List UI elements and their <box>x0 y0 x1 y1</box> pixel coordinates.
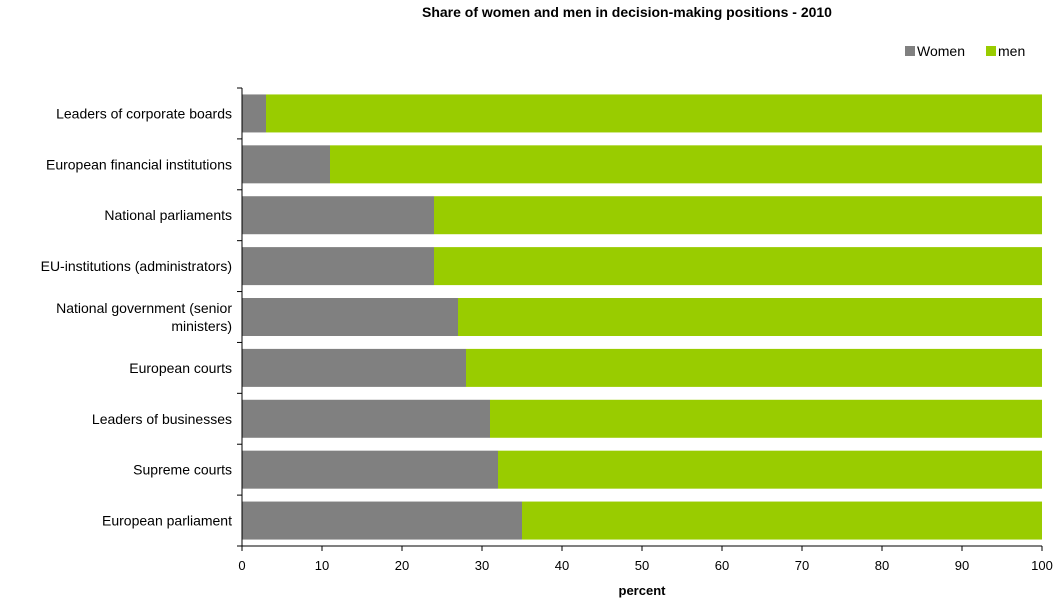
x-tick-label: 80 <box>875 558 889 573</box>
bar-women-3 <box>242 247 434 286</box>
x-tick-label: 10 <box>315 558 329 573</box>
bar-women-5 <box>242 348 466 387</box>
x-tick-label: 60 <box>715 558 729 573</box>
bar-men-5 <box>466 348 1042 387</box>
x-axis-title: percent <box>619 583 667 598</box>
category-label-line: European courts <box>129 360 232 376</box>
category-label-line: EU-institutions (administrators) <box>41 258 232 274</box>
x-tick-label: 20 <box>395 558 409 573</box>
bar-men-1 <box>330 145 1042 184</box>
category-label: Leaders of corporate boards <box>56 105 232 121</box>
bar-women-2 <box>242 196 434 235</box>
category-label-line: Supreme courts <box>133 462 232 478</box>
x-tick-label: 30 <box>475 558 489 573</box>
bar-women-8 <box>242 501 522 540</box>
bar-men-0 <box>266 94 1042 133</box>
category-label-line: European financial institutions <box>46 156 232 172</box>
category-label-line: Leaders of corporate boards <box>56 105 232 121</box>
legend-swatch-women <box>905 46 915 56</box>
bar-men-8 <box>522 501 1042 540</box>
legend-label-women: Women <box>917 43 965 59</box>
category-label: European courts <box>129 360 232 376</box>
bar-men-7 <box>498 450 1042 489</box>
category-label: European parliament <box>102 513 232 529</box>
category-label: National government (senior ministers) <box>56 300 232 334</box>
category-label-line: National parliaments <box>104 207 232 223</box>
x-tick-label: 0 <box>238 558 245 573</box>
x-tick-label: 50 <box>635 558 649 573</box>
bar-men-4 <box>458 298 1042 336</box>
category-labels: Leaders of corporate boards European fina… <box>41 105 233 528</box>
category-label: Supreme courts <box>133 462 232 478</box>
bar-women-1 <box>242 145 330 184</box>
bar-women-6 <box>242 399 490 438</box>
category-label-line: ministers) <box>171 318 232 334</box>
x-tick-label: 70 <box>795 558 809 573</box>
legend-swatch-men <box>986 46 996 56</box>
category-label-line: Leaders of businesses <box>92 411 232 427</box>
chart-title: Share of women and men in decision-makin… <box>422 4 832 20</box>
bar-women-0 <box>242 94 266 133</box>
category-label: National parliaments <box>104 207 232 223</box>
axes-group <box>237 87 1043 551</box>
category-label: Leaders of businesses <box>92 411 232 427</box>
bar-women-7 <box>242 450 498 489</box>
bar-women-4 <box>242 298 458 336</box>
bar-men-2 <box>434 196 1042 235</box>
category-label: European financial institutions <box>46 156 232 172</box>
legend-label-men: men <box>998 43 1025 59</box>
bar-men-3 <box>434 247 1042 286</box>
x-tick-labels: 0 10 20 30 40 50 60 70 80 90 100 <box>238 558 1052 573</box>
x-tick-label: 90 <box>955 558 969 573</box>
bar-men-6 <box>490 399 1042 438</box>
category-label-line: European parliament <box>102 513 232 529</box>
x-tick-label: 100 <box>1031 558 1053 573</box>
bars-group <box>242 94 1042 540</box>
x-tick-label: 40 <box>555 558 569 573</box>
category-label-line: National government (senior <box>56 300 232 316</box>
chart-legend: Women men <box>905 43 1025 59</box>
category-label: EU-institutions (administrators) <box>41 258 232 274</box>
